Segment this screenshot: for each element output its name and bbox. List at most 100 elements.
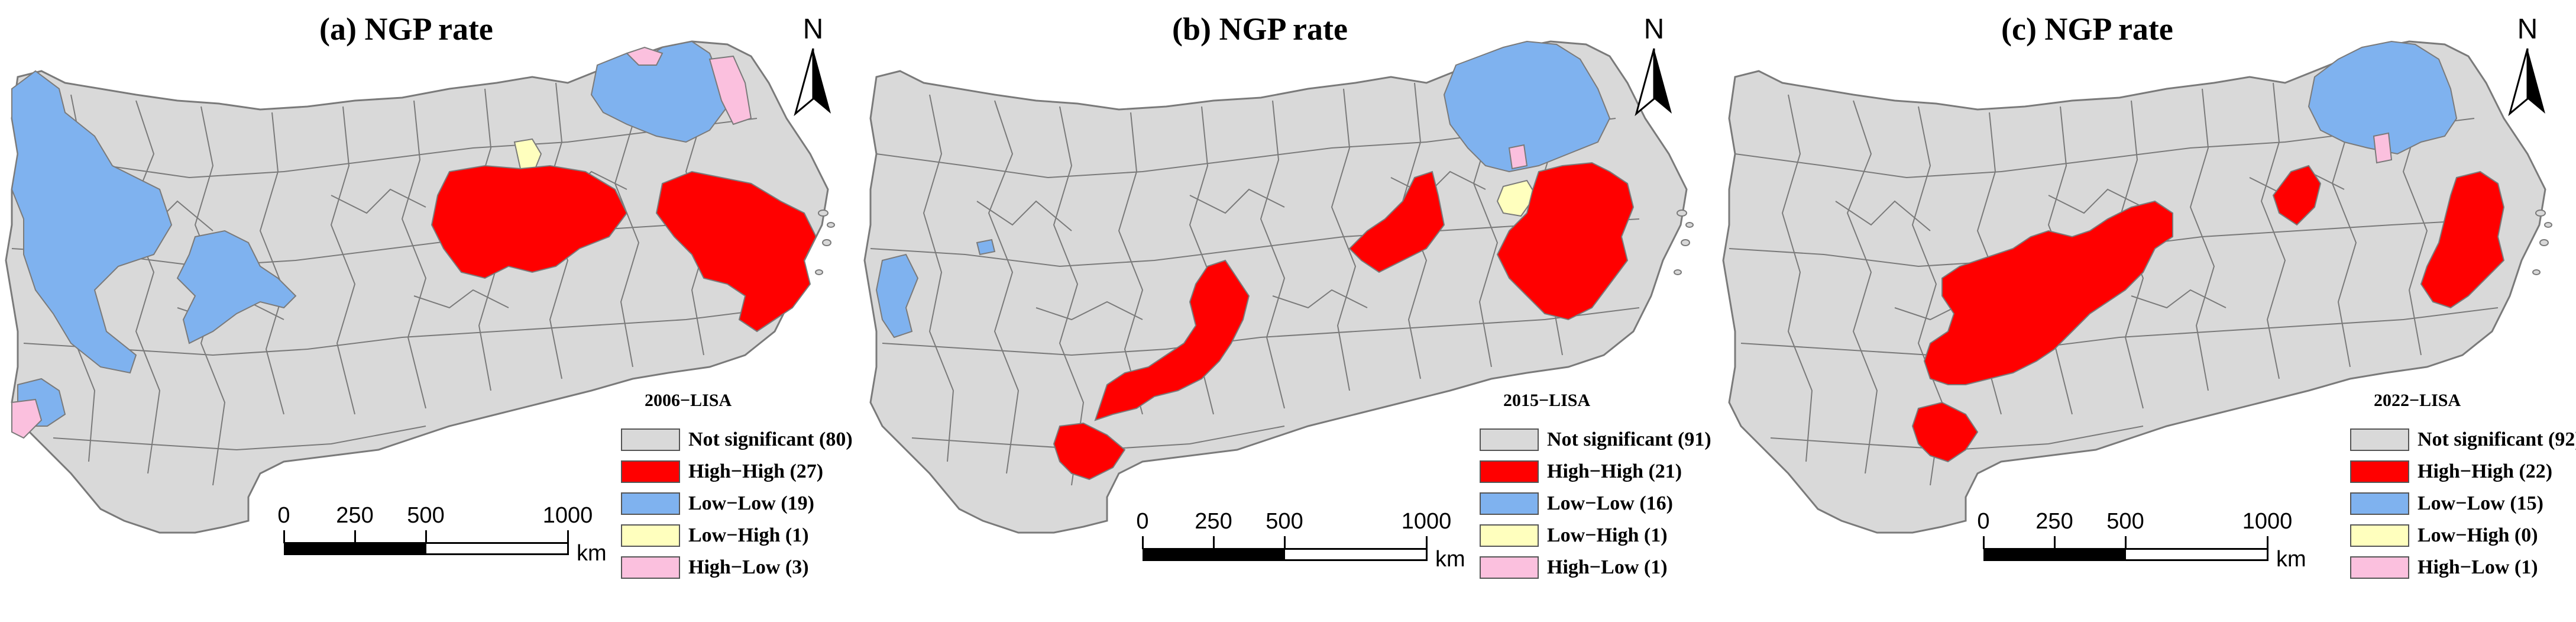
- map-c: [1722, 40, 2552, 534]
- scale-tick-label: 1000: [542, 503, 593, 528]
- legend-item: Low−High (1): [621, 520, 853, 552]
- north-letter: N: [1643, 14, 1665, 45]
- coastal-islands: [2532, 210, 2552, 275]
- legend-swatch: [1480, 556, 1539, 579]
- region-high-high: [1923, 200, 2173, 385]
- scale-tick-label: 0: [1136, 509, 1149, 534]
- legend-label: High−Low (1): [2418, 556, 2538, 578]
- legend-item: Low−Low (15): [2350, 488, 2576, 520]
- legend-item: High−High (22): [2350, 456, 2576, 488]
- legend-item: Low−High (1): [1480, 520, 1711, 552]
- scale-tick-label: 250: [336, 503, 374, 528]
- region-low-low: [875, 253, 919, 339]
- region-high-high: [1094, 259, 1250, 421]
- legend-label: Not significant (80): [688, 428, 853, 450]
- region-high-high: [2272, 165, 2322, 226]
- north-arrow-icon: [2508, 48, 2545, 117]
- legend-label: High−High (27): [688, 460, 824, 482]
- legend-swatch: [2350, 556, 2409, 579]
- legend-label: Low−High (1): [1547, 524, 1668, 546]
- legend-swatch: [2350, 524, 2409, 547]
- legend-title: 2015−LISA: [1503, 391, 1591, 410]
- map-a: [5, 40, 835, 534]
- region-low-low: [1443, 40, 1611, 173]
- region-low-low: [2308, 40, 2458, 155]
- north-letter: N: [802, 14, 824, 45]
- scale-tick-label: 500: [1266, 509, 1303, 534]
- map-panel-c: (c) NGP rate N 0 250 500 1000 km 2022−LI…: [1717, 0, 2576, 622]
- region-low-low: [176, 230, 297, 344]
- legend-label: High−High (22): [2418, 460, 2553, 482]
- legend-label: High−High (21): [1547, 460, 1682, 482]
- legend-item: Not significant (80): [621, 424, 853, 456]
- legend-label: Low−Low (16): [1547, 492, 1673, 514]
- legend-label: Low−Low (15): [2418, 492, 2543, 514]
- panel-title: (c) NGP rate: [2001, 11, 2173, 47]
- north-arrow: N: [789, 13, 837, 125]
- scale-tick-label: 0: [1977, 509, 1990, 534]
- legend-swatch: [1480, 460, 1539, 483]
- legend-label: High−Low (3): [688, 556, 809, 578]
- legend-label: Low−High (1): [688, 524, 809, 546]
- legend-item: High−Low (1): [2350, 552, 2576, 584]
- legend-item: High−Low (3): [621, 552, 853, 584]
- region-high-low: [708, 55, 752, 125]
- region-high-high: [1911, 401, 1979, 463]
- legend-swatch: [621, 556, 680, 579]
- legend-label: High−Low (1): [1547, 556, 1668, 578]
- legend-item: High−High (21): [1480, 456, 1711, 488]
- scale-unit: km: [2276, 547, 2306, 572]
- region-high-low: [626, 46, 664, 66]
- north-letter: N: [2517, 14, 2538, 45]
- scale-bar: 0 250 500 1000 km: [1131, 509, 1465, 586]
- scale-tick-label: 250: [1195, 509, 1232, 534]
- panel-title: (a) NGP rate: [319, 11, 493, 47]
- legend-swatch: [1480, 492, 1539, 515]
- region-high-high: [1496, 162, 1635, 321]
- north-arrow: N: [1630, 13, 1678, 125]
- legend-swatch: [621, 428, 680, 451]
- legend-item: Not significant (92): [2350, 424, 2576, 456]
- north-arrow-icon: [1635, 48, 1672, 117]
- region-high-high: [655, 170, 817, 333]
- region-low-low: [11, 70, 173, 374]
- scale-tick-label: 1000: [2242, 509, 2293, 534]
- coastal-islands: [815, 210, 835, 275]
- region-high-low: [1508, 144, 1528, 170]
- legend: 2022−LISA Not significant (92) High−High…: [2350, 391, 2576, 584]
- legend-item: Low−Low (16): [1480, 488, 1711, 520]
- north-arrow: N: [2504, 13, 2551, 125]
- scale-bar: 0 250 500 1000 km: [272, 503, 606, 580]
- legend-item: Low−High (0): [2350, 520, 2576, 552]
- region-high-low: [11, 398, 43, 439]
- scale-tick-label: 0: [277, 503, 290, 528]
- legend-label: Not significant (91): [1547, 428, 1711, 450]
- legend-swatch: [621, 524, 680, 547]
- legend-swatch: [621, 492, 680, 515]
- legend-item: Low−Low (19): [621, 488, 853, 520]
- map-b: [863, 40, 1694, 534]
- region-high-high: [431, 165, 628, 279]
- region-low-high: [1496, 179, 1537, 217]
- scale-tick-label: 250: [2035, 509, 2073, 534]
- legend-swatch: [2350, 460, 2409, 483]
- legend-label: Low−High (0): [2418, 524, 2538, 546]
- legend-title: 2006−LISA: [645, 391, 732, 410]
- legend: 2015−LISA Not significant (91) High−High…: [1480, 391, 1711, 584]
- legend-swatch: [1480, 428, 1539, 451]
- legend-item: High−High (27): [621, 456, 853, 488]
- legend-title: 2022−LISA: [2374, 391, 2461, 410]
- map-panel-a: (a) NGP rate N 0 250 500 1000 km 2006−LI…: [0, 0, 859, 622]
- coastal-islands: [1674, 210, 1694, 275]
- legend-item: High−Low (1): [1480, 552, 1711, 584]
- scale-bar: 0 250 500 1000 km: [1972, 509, 2306, 586]
- region-high-high: [1053, 422, 1126, 481]
- scale-unit: km: [577, 541, 607, 566]
- scale-unit: km: [1435, 547, 1465, 572]
- legend-label: Not significant (92): [2418, 428, 2576, 450]
- legend: 2006−LISA Not significant (80) High−High…: [621, 391, 853, 584]
- north-arrow-icon: [794, 48, 831, 117]
- scale-tick-label: 1000: [1401, 509, 1452, 534]
- legend-swatch: [621, 460, 680, 483]
- region-low-high: [513, 138, 542, 169]
